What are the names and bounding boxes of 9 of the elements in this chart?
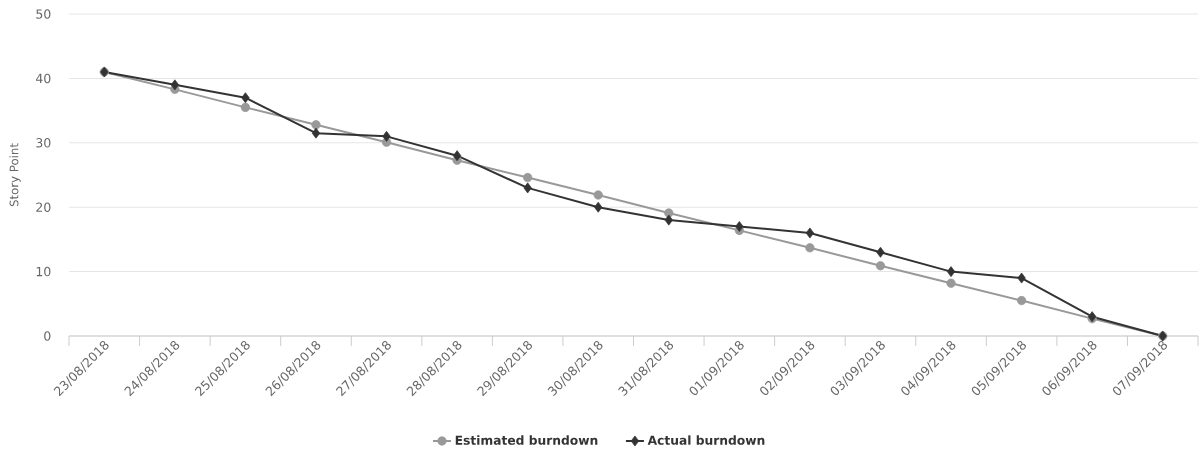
- y-tick-label: 50: [36, 9, 51, 19]
- legend-label: Actual burndown: [647, 435, 765, 445]
- y-tick-label: 30: [36, 138, 51, 148]
- y-tick-label: 20: [36, 202, 51, 212]
- y-axis-title: Story Point: [9, 143, 21, 207]
- legend-label: Estimated burndown: [455, 435, 598, 445]
- y-tick-label: 0: [44, 331, 51, 341]
- y-tick-label: 40: [35, 73, 51, 84]
- y-tick-label: 10: [36, 266, 51, 277]
